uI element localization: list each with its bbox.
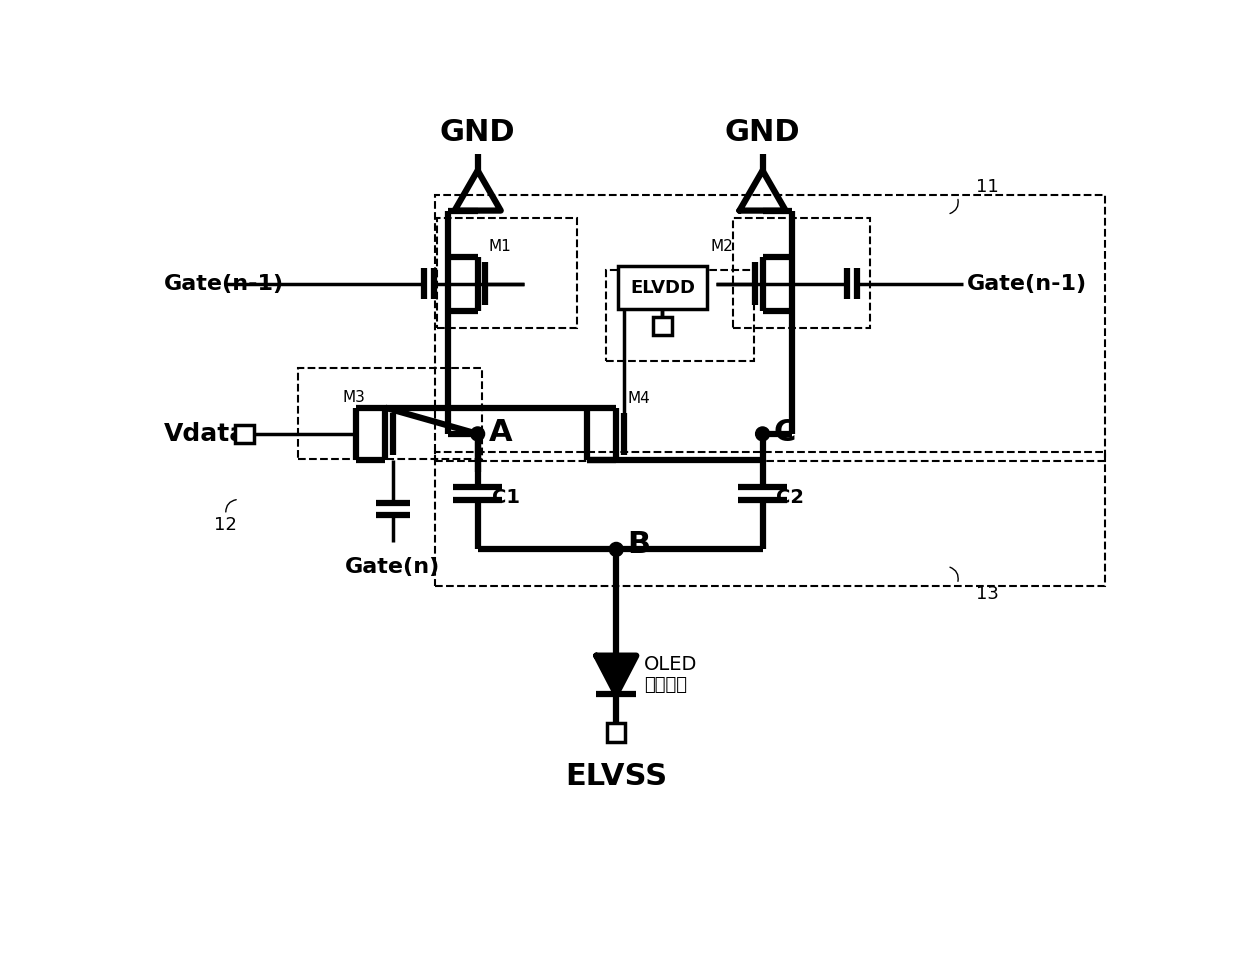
Text: OLED: OLED [644, 655, 697, 675]
Text: M4: M4 [627, 391, 650, 406]
Text: A: A [489, 418, 512, 447]
Bar [733, 219, 869, 328]
Text: 12: 12 [213, 516, 237, 534]
Text: C: C [774, 418, 796, 447]
Text: Gate(n-1): Gate(n-1) [164, 274, 284, 294]
Text: B: B [627, 531, 650, 559]
Text: Vdata: Vdata [164, 422, 248, 446]
Bar [236, 425, 253, 443]
Circle shape [471, 427, 485, 441]
Text: ELVSS: ELVSS [565, 762, 667, 791]
Bar [619, 266, 707, 309]
Bar [435, 195, 1105, 461]
Text: 发光器件: 发光器件 [644, 676, 687, 694]
Text: GND: GND [724, 119, 800, 148]
Text: 11: 11 [976, 179, 998, 196]
Text: Gate(n-1): Gate(n-1) [967, 274, 1086, 294]
Bar [299, 368, 481, 460]
Bar [606, 270, 754, 361]
Bar [608, 723, 625, 742]
Bar [435, 452, 1105, 586]
Text: M1: M1 [489, 239, 511, 255]
Text: Gate(n): Gate(n) [345, 557, 440, 577]
Text: M2: M2 [711, 239, 733, 255]
Text: ELVDD: ELVDD [630, 279, 694, 296]
Text: C1: C1 [491, 488, 520, 507]
Polygon shape [596, 656, 636, 694]
Text: C2: C2 [776, 488, 805, 507]
Bar [436, 219, 577, 328]
Bar [653, 317, 672, 335]
Text: M3: M3 [343, 390, 366, 404]
Text: GND: GND [440, 119, 516, 148]
Circle shape [755, 427, 770, 441]
Text: 13: 13 [976, 585, 998, 603]
Circle shape [609, 542, 624, 556]
